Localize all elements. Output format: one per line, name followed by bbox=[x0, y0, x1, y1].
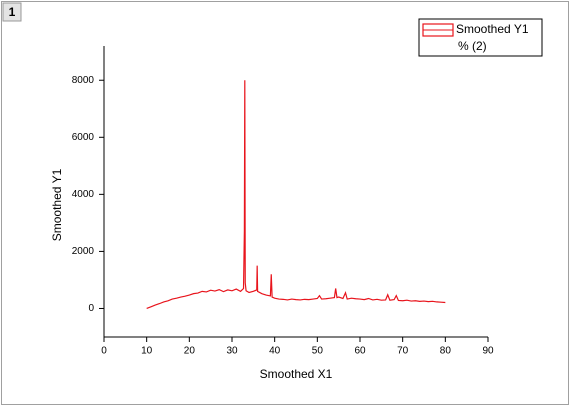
x-tick-label: 30 bbox=[226, 346, 238, 357]
y-tick-label: 2000 bbox=[72, 246, 95, 257]
x-tick-label: 80 bbox=[440, 346, 452, 357]
data-line bbox=[146, 80, 446, 310]
x-tick-label: 50 bbox=[312, 346, 324, 357]
x-tick-label: 90 bbox=[482, 346, 494, 357]
legend-label: Smoothed Y1 bbox=[456, 22, 529, 36]
window-frame bbox=[1, 1, 569, 405]
legend-box bbox=[418, 18, 543, 57]
panel-label-box bbox=[2, 2, 22, 22]
x-tick-label: 60 bbox=[354, 346, 366, 357]
x-tick-label: 20 bbox=[184, 346, 196, 357]
y-tick-label: 0 bbox=[88, 303, 94, 314]
x-tick-label: 40 bbox=[269, 346, 281, 357]
y-tick-label: 6000 bbox=[72, 132, 95, 143]
y-axis-label: Smoothed Y1 bbox=[50, 168, 64, 241]
x-tick-label: 70 bbox=[397, 346, 409, 357]
x-axis-label: Smoothed X1 bbox=[260, 367, 333, 381]
panel-label: 1 bbox=[9, 5, 16, 19]
y-tick-label: 8000 bbox=[72, 75, 95, 86]
x-tick-label: 0 bbox=[101, 346, 107, 357]
legend-unit: % (2) bbox=[458, 39, 487, 53]
x-tick-label: 10 bbox=[141, 346, 153, 357]
y-tick-label: 4000 bbox=[72, 189, 95, 200]
